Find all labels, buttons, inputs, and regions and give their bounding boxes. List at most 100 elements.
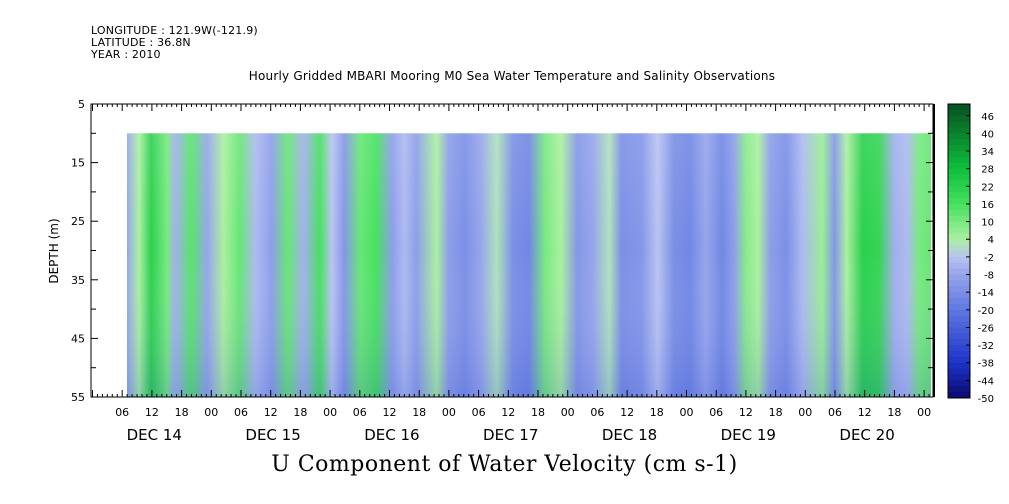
colorbar-segment bbox=[948, 121, 970, 128]
colorbar-segment bbox=[948, 274, 970, 281]
x-day-label: DEC 20 bbox=[839, 426, 894, 444]
x-hour-label: 06 bbox=[828, 406, 842, 419]
colorbar-label: 28 bbox=[981, 165, 994, 176]
latitude-label: LATITUDE : 36.8N bbox=[91, 36, 191, 49]
x-hour-label: 00 bbox=[204, 406, 218, 419]
colorbar-segment bbox=[948, 356, 970, 364]
colorbar-segment bbox=[948, 203, 970, 211]
x-hour-label: 18 bbox=[293, 406, 307, 419]
colorbar-segment bbox=[948, 186, 970, 193]
colorbar-segment bbox=[948, 115, 970, 123]
plot-area bbox=[90, 103, 935, 398]
colorbar-segment bbox=[948, 286, 970, 293]
colorbar-segment bbox=[948, 315, 970, 322]
colorbar-segment bbox=[948, 292, 970, 299]
colorbar-segment bbox=[948, 392, 970, 399]
colorbar-segment bbox=[948, 198, 970, 205]
colorbar-segment bbox=[948, 245, 970, 252]
x-hour-label: 12 bbox=[145, 406, 159, 419]
y-tick-label: 25 bbox=[71, 215, 85, 228]
colorbar-segment bbox=[948, 380, 970, 387]
colorbar-segment bbox=[948, 127, 970, 134]
longitude-label: LONGITUDE : 121.9W(-121.9) bbox=[91, 24, 258, 37]
x-day-label: DEC 17 bbox=[483, 426, 538, 444]
x-hour-label: 12 bbox=[858, 406, 872, 419]
y-tick-label: 15 bbox=[71, 157, 85, 170]
x-hour-label: 18 bbox=[887, 406, 901, 419]
colorbar-label: -26 bbox=[978, 323, 994, 334]
year-label: YEAR : 2010 bbox=[91, 48, 161, 61]
colorbar-segment bbox=[948, 303, 970, 311]
colorbar-label: 16 bbox=[981, 200, 994, 211]
y-axis: 5 15 25 35 45 55 bbox=[71, 98, 933, 404]
x-hour-label: 00 bbox=[680, 406, 694, 419]
colorbar-segment bbox=[948, 251, 970, 258]
colorbar-label: 10 bbox=[981, 218, 994, 229]
colorbar-segment bbox=[948, 321, 970, 328]
x-hour-label: 18 bbox=[531, 406, 545, 419]
colorbar-segment bbox=[948, 221, 970, 228]
colorbar-segment bbox=[948, 192, 970, 199]
colorbar-label: -14 bbox=[978, 288, 994, 299]
colorbar-label: -50 bbox=[978, 394, 994, 405]
x-hour-label: 00 bbox=[798, 406, 812, 419]
colorbar-segment bbox=[948, 333, 970, 340]
x-hour-label: 06 bbox=[709, 406, 723, 419]
colorbar-segment bbox=[948, 327, 970, 334]
colorbar-segment bbox=[948, 209, 970, 217]
colorbar-segment bbox=[948, 280, 970, 287]
y-tick-label: 45 bbox=[71, 332, 85, 345]
x-hour-label: 18 bbox=[650, 406, 664, 419]
x-hour-label: 12 bbox=[501, 406, 515, 419]
colorbar-segment bbox=[948, 239, 970, 246]
x-hour-label: 06 bbox=[234, 406, 248, 419]
colorbar-segment bbox=[948, 256, 970, 264]
colorbar-segment bbox=[948, 215, 970, 222]
depth-shading bbox=[127, 133, 931, 398]
colorbar-segment bbox=[948, 309, 970, 317]
x-hour-label: 12 bbox=[739, 406, 753, 419]
colorbar-segment bbox=[948, 156, 970, 164]
x-hour-label: 06 bbox=[353, 406, 367, 419]
x-hour-label: 00 bbox=[561, 406, 575, 419]
x-hour-label: 12 bbox=[264, 406, 278, 419]
x-day-label: DEC 14 bbox=[127, 426, 182, 444]
colorbar-segment bbox=[948, 145, 970, 152]
x-hour-label: 12 bbox=[383, 406, 397, 419]
colorbar-frame bbox=[947, 103, 971, 399]
y-tick-label: 5 bbox=[78, 98, 85, 111]
colorbar-segment bbox=[948, 374, 970, 381]
colorbar-segment bbox=[948, 339, 970, 346]
x-hour-label: 00 bbox=[917, 406, 931, 419]
colorbar-label: -38 bbox=[978, 359, 994, 370]
colorbar-segment bbox=[948, 227, 970, 234]
chart-title: Hourly Gridded MBARI Mooring M0 Sea Wate… bbox=[248, 69, 776, 83]
x-axis: 06 12 18 00 06 12 18 00 06 12 18 00 06 12 18 00 06 12 18 00… bbox=[92, 104, 931, 444]
colorbar-label: 34 bbox=[981, 147, 994, 158]
colorbar-segment bbox=[948, 362, 970, 369]
x-hour-label: 18 bbox=[175, 406, 189, 419]
colorbar-label: -20 bbox=[978, 306, 994, 317]
colorbar-segment bbox=[948, 104, 970, 111]
colorbar-label: -32 bbox=[978, 341, 994, 352]
colorbar-segment bbox=[948, 151, 970, 158]
colorbar-label: -2 bbox=[984, 253, 994, 264]
x-hour-label: 00 bbox=[442, 406, 456, 419]
colorbar-segment bbox=[948, 233, 970, 240]
colorbar-segment bbox=[948, 345, 970, 352]
y-tick-label: 55 bbox=[71, 391, 85, 404]
colorbar-variable-title: U Component of Water Velocity (cm s-1) bbox=[271, 452, 738, 477]
colorbar-segment bbox=[948, 298, 970, 305]
x-hour-label: 06 bbox=[115, 406, 129, 419]
colorbar-label: 4 bbox=[988, 235, 994, 246]
x-hour-label: 18 bbox=[412, 406, 426, 419]
colorbar-segment bbox=[948, 368, 970, 375]
colorbar-segment bbox=[948, 109, 970, 117]
colorbar-label: -44 bbox=[978, 376, 994, 387]
x-day-label: DEC 15 bbox=[245, 426, 300, 444]
colorbar-label: -8 bbox=[984, 271, 994, 282]
x-hour-label: 12 bbox=[620, 406, 634, 419]
colorbar-segment bbox=[948, 180, 970, 187]
x-hour-label: 06 bbox=[590, 406, 604, 419]
